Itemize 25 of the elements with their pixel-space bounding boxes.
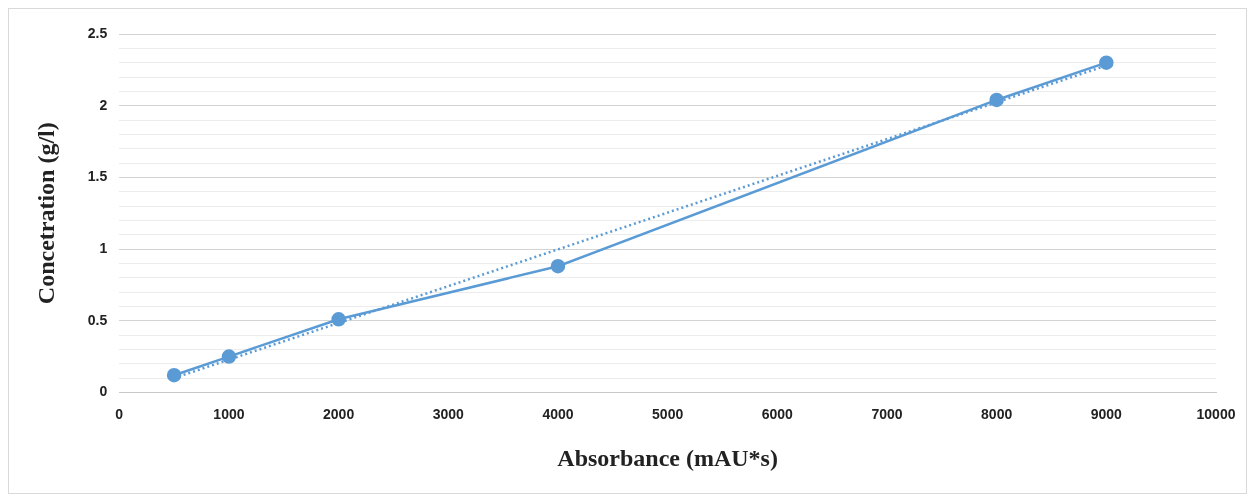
point — [550, 258, 566, 274]
point — [1099, 55, 1114, 70]
point — [166, 367, 182, 383]
point — [331, 312, 346, 327]
x-tick-label: 6000 — [761, 405, 794, 422]
y-tick-label: 1.5 — [87, 168, 108, 185]
x-tick-label: 7000 — [871, 405, 903, 422]
x-tick-label: 0 — [115, 405, 124, 422]
x-tick-label: 4000 — [542, 405, 574, 422]
x-tick-label: 5000 — [652, 405, 684, 422]
x-tick-label: 1000 — [213, 405, 245, 422]
x-tick-label: 3000 — [432, 405, 465, 422]
x-tick-label: 8000 — [981, 405, 1013, 422]
y-tick-label: 2.5 — [87, 24, 108, 41]
y-tick-label: 0.5 — [87, 311, 108, 328]
point — [989, 92, 1004, 108]
x-tick-label: 10000 — [1196, 405, 1236, 422]
point — [221, 349, 237, 364]
y-tick-label: 1 — [99, 239, 108, 256]
y-tick-label: 2 — [99, 96, 108, 113]
x-tick-label: 9000 — [1090, 405, 1123, 422]
x-axis-title: Absorbance (mAU*s) — [557, 444, 778, 471]
x-tick-label: 2000 — [323, 405, 355, 422]
y-axis-title: Concetration (g/l) — [32, 122, 59, 305]
y-tick-label: 0 — [99, 383, 108, 400]
